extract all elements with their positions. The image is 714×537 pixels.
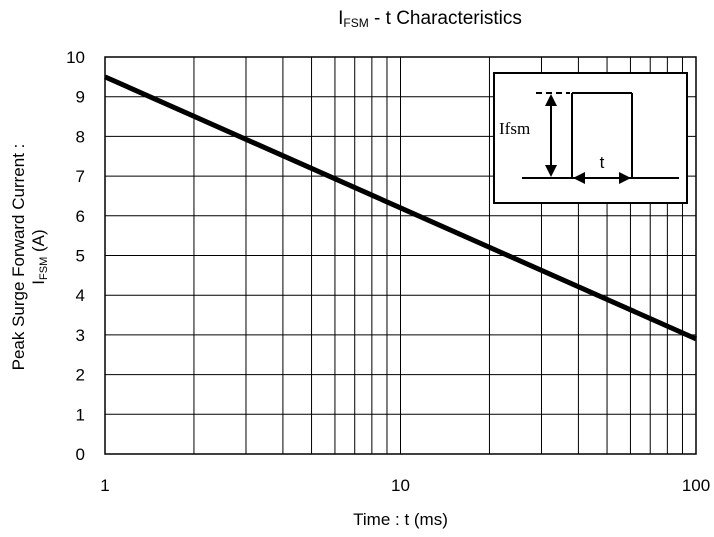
inset-diagram: Ifsm t	[493, 72, 688, 204]
y-axis-label-line2: IFSM (A)	[29, 57, 54, 457]
y-tick-label: 0	[76, 445, 85, 464]
x-axis-label: Time : t (ms)	[353, 510, 448, 529]
inset-t-arrow-left	[573, 172, 585, 184]
inset-ifsm-arrow-down	[545, 165, 557, 177]
y-tick-label: 5	[76, 247, 85, 266]
x-tick-label: 100	[682, 476, 710, 495]
y-tick-label: 3	[76, 326, 85, 345]
y-tick-label: 1	[76, 405, 85, 424]
inset-ifsm-label: Ifsm	[499, 119, 530, 138]
y-tick-label: 8	[76, 127, 85, 146]
y-tick-label: 4	[76, 286, 85, 305]
y-tick-label: 9	[76, 88, 85, 107]
x-tick-label: 1	[100, 476, 109, 495]
y-tick-label: 7	[76, 167, 85, 186]
y-tick-label: 2	[76, 366, 85, 385]
y-axis-label-line1: Peak Surge Forward Current :	[9, 143, 28, 371]
y-label-main: I	[29, 279, 48, 285]
plot-frame	[104, 56, 697, 455]
title-main: I	[338, 8, 344, 29]
y-axis-label: Peak Surge Forward Current : IFSM (A)	[9, 57, 53, 457]
y-label-subscript: FSM	[38, 256, 50, 280]
y-tick-label: 6	[76, 207, 85, 226]
inset-ifsm-arrow-up	[545, 94, 557, 106]
y-tick-label: 10	[66, 48, 85, 67]
series-line	[103, 74, 698, 342]
chart-title: IFSM - t Characteristics	[0, 8, 714, 30]
y-label-rest: (A)	[29, 229, 48, 257]
inset-t-arrow-right	[619, 172, 631, 184]
title-rest: - t Characteristics	[368, 8, 522, 29]
inset-frame	[493, 72, 688, 204]
series-layer	[103, 74, 698, 342]
inset-t-label: t	[600, 153, 605, 172]
x-tick-label: 10	[391, 476, 410, 495]
title-subscript: FSM	[343, 16, 369, 30]
